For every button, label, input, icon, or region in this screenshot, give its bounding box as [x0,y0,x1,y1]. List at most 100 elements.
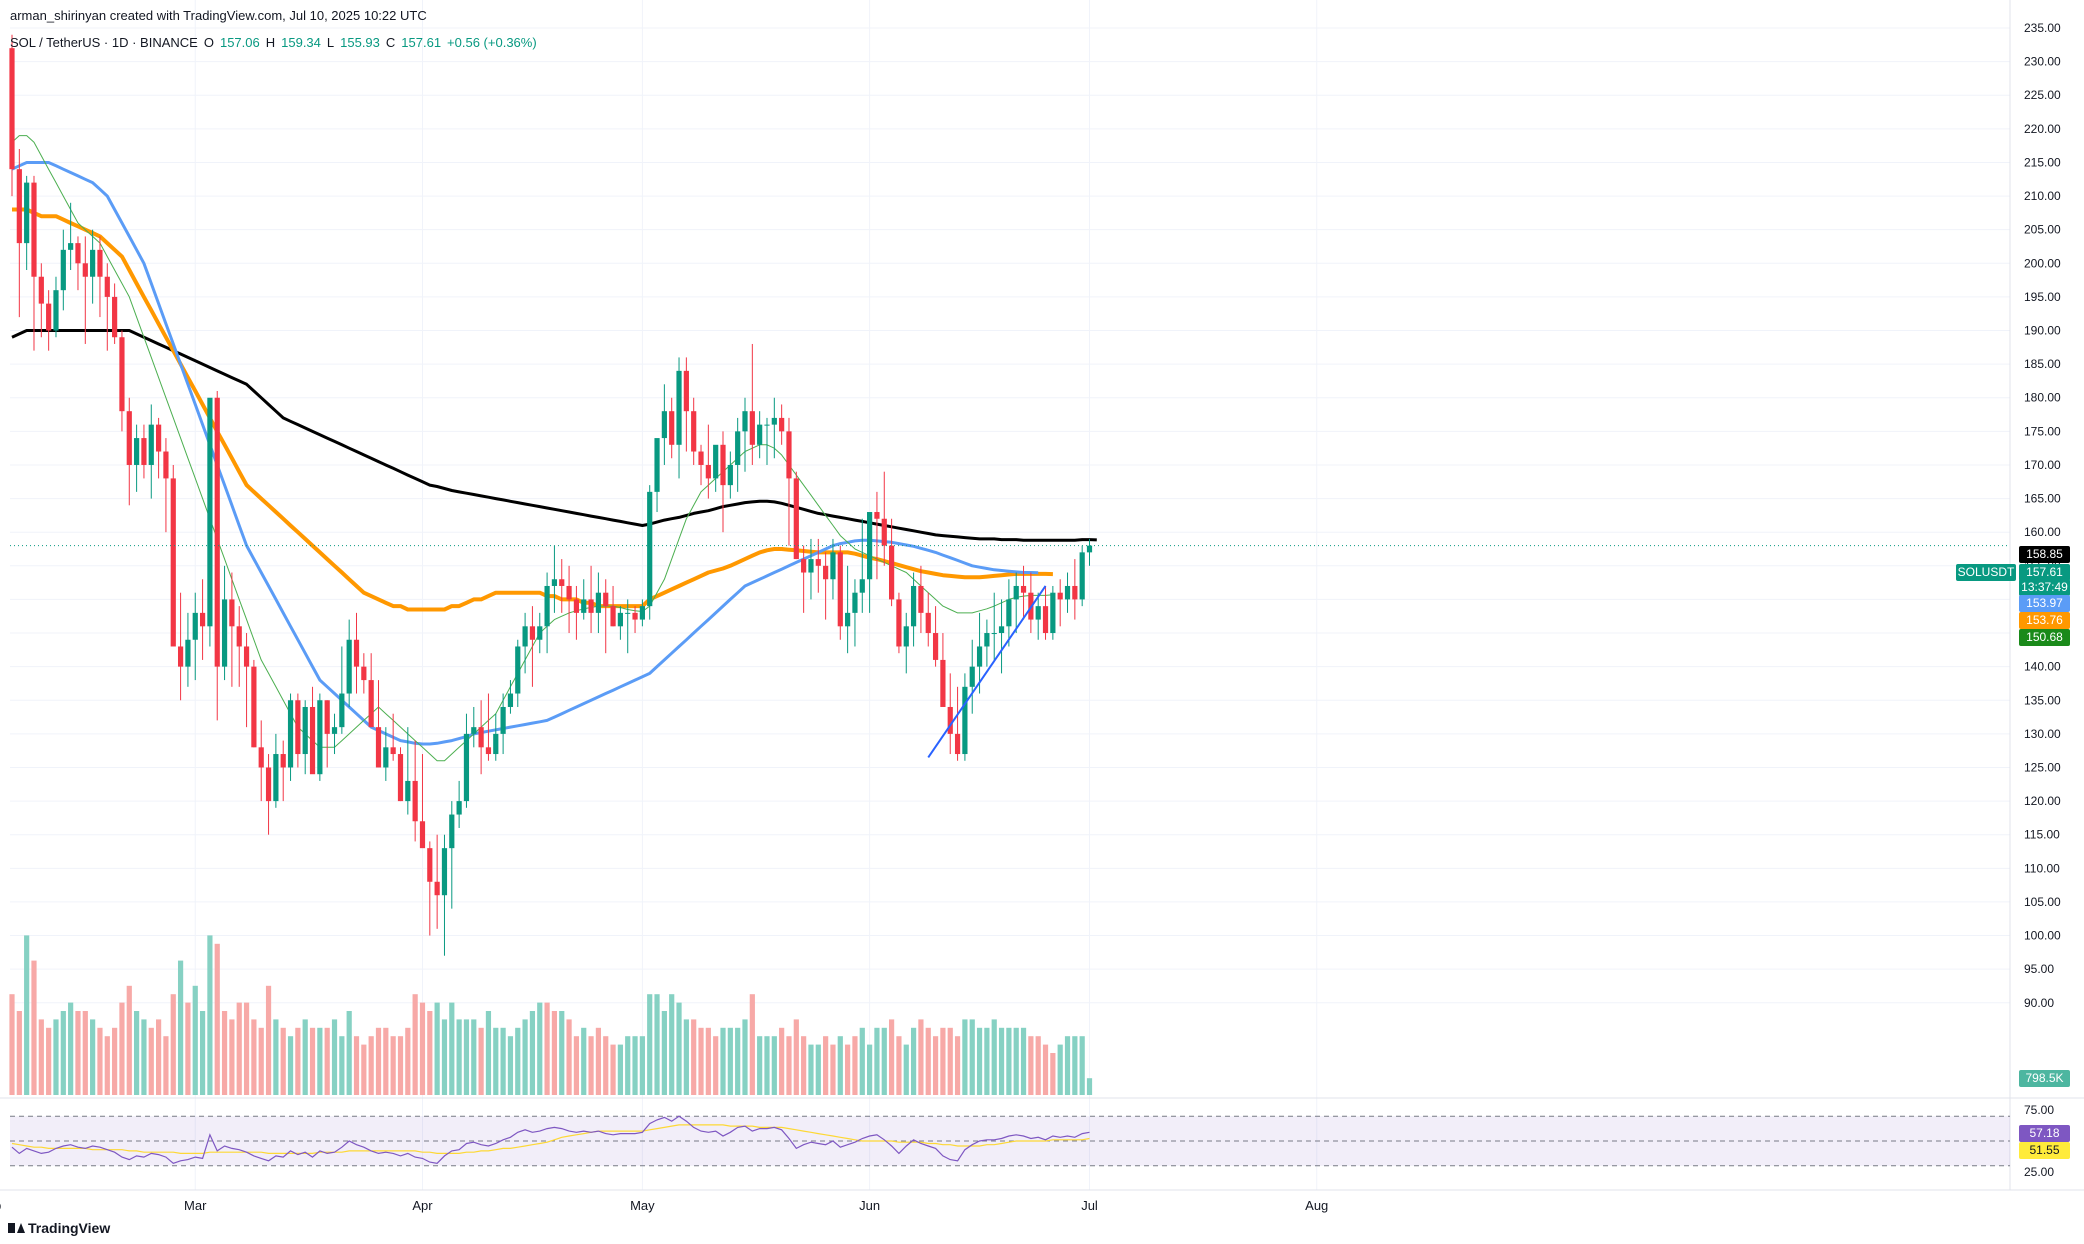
candle [112,283,118,344]
candle [390,713,396,761]
volume-bar [68,1002,74,1095]
candle [793,471,799,560]
candle-body [544,585,550,627]
candle [507,680,514,714]
volume-bar [221,1011,228,1095]
price-tick-label: 110.00 [2024,861,2060,875]
price-tick-label: 160.00 [2024,525,2061,539]
price-tick-label: 215.00 [2024,155,2061,169]
candle-body [998,626,1005,634]
candle-body [991,633,997,635]
volume-bar [141,1019,147,1095]
candle-body [845,612,851,627]
volume-bar [493,1027,499,1095]
candle-body [434,881,440,896]
candle [617,606,623,640]
candle-body [749,411,755,445]
candle [317,693,323,781]
volume-bar [243,1002,250,1095]
volume-bar [867,1044,873,1095]
tradingview-logo-text: TradingView [28,1220,111,1236]
volume-bar [302,1019,308,1095]
candle [251,659,257,748]
candle-body [148,424,154,465]
candle-body [771,417,777,425]
candle-body [852,592,858,613]
candle-body [669,411,675,445]
volume-bar [16,1011,22,1095]
candle [757,411,763,459]
candle-body [984,633,990,647]
volume-bar [441,1019,448,1095]
candle [823,552,829,620]
candle-body [485,747,492,755]
candle [647,485,653,620]
volume-bar [603,1036,609,1095]
price-tick-label: 105.00 [2024,895,2061,909]
time-tick-label: Jun [859,1198,880,1213]
volume-bar [742,1019,748,1095]
candle-body [515,646,521,694]
candle-body [405,780,411,802]
time-tick-label: Mar [184,1198,207,1213]
candle-body [683,370,689,412]
volume-bar [837,1036,843,1095]
candle [31,175,37,351]
volume-bar [273,1019,279,1095]
volume-bar [932,1036,939,1095]
candle [932,606,939,667]
volume-bar [251,1019,257,1095]
candle [185,612,191,687]
candle [199,579,206,660]
candle [397,747,404,802]
volume-bar [1006,1027,1012,1095]
candle-body [9,48,15,170]
candle-body [830,552,836,580]
candle [478,700,484,775]
volume-bar [551,1011,558,1095]
volume-bar [1020,1027,1027,1095]
candle [727,451,733,499]
volume-bar [31,960,37,1095]
candle [603,579,609,654]
volume-bar [383,1027,389,1095]
candle [1050,585,1056,640]
volume-bar [661,1011,667,1095]
candle-body [1079,552,1085,600]
volume-bar [500,1027,506,1095]
candle [544,572,550,654]
candle [1072,559,1078,620]
candle-body [368,680,374,728]
volume-badge: 798.5K [2019,1070,2070,1087]
price-axis: 235.00 230.00 225.00 220.00 215.00 210.00 205.… [2024,21,2061,1010]
candle [1013,572,1019,634]
volume-bar [38,1019,44,1095]
candle-body [112,296,118,338]
candle-body [353,639,360,667]
candle-body [309,706,316,775]
candle [375,680,382,768]
volume-bar [720,1027,726,1095]
tradingview-logo-icon [8,1223,25,1233]
candle [991,592,997,660]
candle-body [68,243,74,250]
volume-bar [515,1027,521,1095]
volume-bar [617,1044,623,1095]
candle-body [720,444,726,486]
candle [867,512,873,613]
candle-body [75,243,81,264]
candle [954,686,961,761]
volume-bar [793,1019,799,1095]
candle [38,263,44,338]
volume-bar [185,1002,191,1095]
volume-bar [727,1027,733,1095]
volume-bar [676,1002,682,1095]
volume-bar [991,1019,997,1095]
volume-bar [368,1036,374,1095]
volume-bar [801,1036,807,1095]
low-label: L [326,35,335,50]
candle-body [522,626,528,647]
candle-body [221,599,228,667]
